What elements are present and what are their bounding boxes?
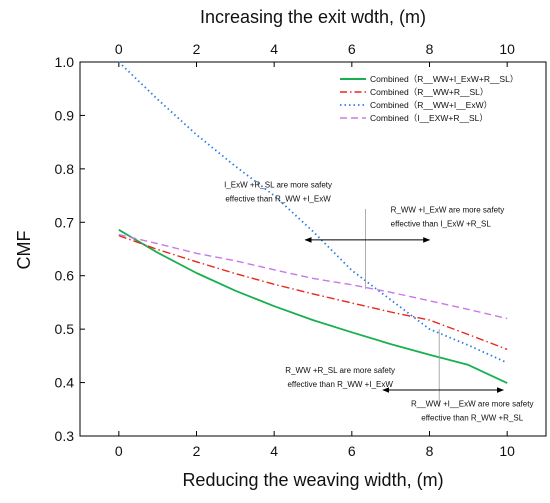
x-tick-label: 6 — [348, 443, 356, 459]
annotation-layer: I_ExW +R_SL are more safety effective tha… — [224, 181, 533, 423]
series-line-2 — [118, 234, 508, 351]
legend-entry: Combined（R__WW+I_ExW+R__SL） — [340, 74, 518, 84]
x-tick-label: 4 — [270, 443, 278, 459]
x-tick-label: 8 — [426, 443, 434, 459]
top-x-tick-label: 0 — [115, 41, 123, 57]
annotation-text: effective than R_WW +I_ExW — [287, 380, 393, 389]
series-line-1 — [118, 229, 508, 384]
annotation-text: I_ExW +R_SL are more safety — [224, 181, 332, 190]
top-x-tick-label: 8 — [426, 41, 434, 57]
y-tick-label: 0.5 — [55, 321, 75, 337]
annotation-text: R_WW +I_ExW are more safety — [391, 206, 505, 215]
annotation-text: effective than I_ExW +R_SL — [391, 220, 492, 229]
annotation-text: R__WW +I__ExW are more safety — [411, 400, 533, 409]
series-line-4 — [118, 233, 508, 320]
x-axis-title: Reducing the weaving width, (m) — [182, 470, 443, 490]
legend-label-series-4: Combined（I__EXW+R__SL） — [370, 113, 488, 123]
tick-layer: 0 0 2 2 4 4 6 6 8 8 10 10 0.3 0.4 0.5 0.6 0.7 0.8 0.9 1.0 — [55, 41, 516, 459]
plot-frame — [79, 61, 547, 437]
legend: Combined（R__WW+I_ExW+R__SL） Combined（R__… — [340, 74, 518, 123]
x-tick-label: 2 — [193, 443, 201, 459]
top-x-tick-label: 6 — [348, 41, 356, 57]
y-tick-label: 1.0 — [55, 54, 75, 70]
series-line-3 — [118, 61, 508, 364]
y-tick-label: 0.8 — [55, 161, 75, 177]
x-tick-label: 10 — [499, 443, 515, 459]
y-tick-label: 0.4 — [55, 375, 75, 391]
y-tick-label: 0.7 — [55, 214, 75, 230]
legend-entry: Combined（R__WW+R__SL） — [340, 87, 488, 97]
y-tick-label: 0.6 — [55, 268, 75, 284]
y-axis-title: CMF — [14, 231, 34, 270]
legend-entry: Combined（R__WW+I__ExW） — [340, 100, 492, 110]
legend-label-series-2: Combined（R__WW+R__SL） — [370, 87, 488, 97]
x-tick-label: 0 — [115, 443, 123, 459]
legend-entry: Combined（I__EXW+R__SL） — [340, 113, 488, 123]
annotation-text: effective than R_WW +R_SL — [421, 414, 523, 423]
annotation-text: effective than R_WW +I_ExW — [225, 195, 331, 204]
series-layer — [118, 61, 508, 384]
legend-label-series-3: Combined（R__WW+I__ExW） — [370, 100, 492, 110]
annotation-text: R_WW +R_SL are more safety — [285, 366, 395, 375]
top-x-tick-label: 10 — [499, 41, 515, 57]
top-x-axis-title: Increasing the exit wdth, (m) — [200, 7, 426, 27]
legend-label-series-1: Combined（R__WW+I_ExW+R__SL） — [370, 74, 518, 84]
top-x-tick-label: 4 — [270, 41, 278, 57]
y-tick-label: 0.3 — [55, 428, 75, 444]
y-tick-label: 0.9 — [55, 107, 75, 123]
top-x-tick-label: 2 — [193, 41, 201, 57]
